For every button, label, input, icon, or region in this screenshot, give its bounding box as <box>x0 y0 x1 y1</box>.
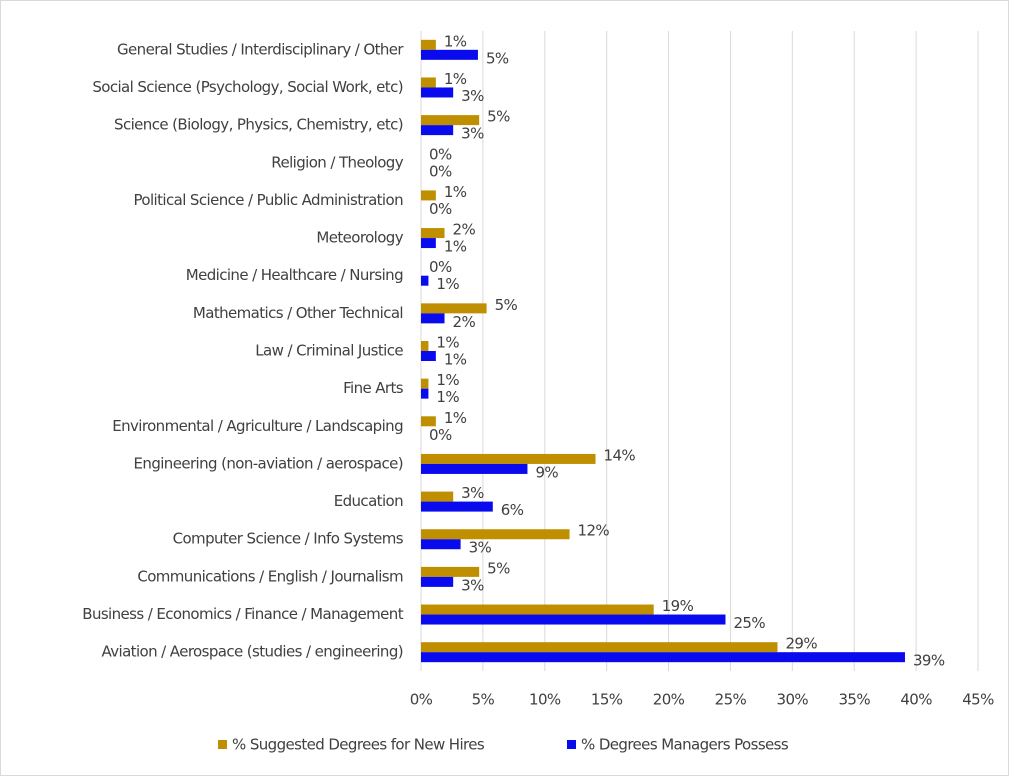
y-tick-label: Aviation / Aerospace (studies / engineer… <box>101 643 403 661</box>
legend-label: % Degrees Managers Possess <box>581 736 789 754</box>
y-tick-label: Environmental / Agriculture / Landscapin… <box>112 417 403 435</box>
data-label: 14% <box>604 446 636 464</box>
data-label: 3% <box>461 576 484 594</box>
y-tick-label: Science (Biology, Physics, Chemistry, et… <box>114 116 403 134</box>
data-label: 1% <box>436 334 459 352</box>
data-label: 39% <box>913 652 945 670</box>
data-label: 5% <box>486 49 509 67</box>
bar <box>421 303 487 314</box>
bar <box>421 642 778 653</box>
data-label: 1% <box>444 32 467 50</box>
legend-swatch <box>567 740 576 749</box>
bar <box>421 341 429 351</box>
x-tick-label: 30% <box>777 691 809 709</box>
x-tick-label: 15% <box>591 691 623 709</box>
y-tick-label: Religion / Theology <box>271 153 403 171</box>
bar <box>421 39 436 50</box>
data-label: 9% <box>535 463 558 481</box>
x-tick-label: 5% <box>472 691 495 709</box>
bar <box>421 378 429 389</box>
bar <box>421 238 436 249</box>
data-label: 5% <box>487 559 510 577</box>
data-label: 1% <box>444 183 467 201</box>
bar <box>421 463 528 474</box>
bar <box>421 87 454 98</box>
y-tick-label: Mathematics / Other Technical <box>193 304 403 322</box>
data-label: 2% <box>453 313 476 331</box>
bar <box>421 313 445 324</box>
data-label: 0% <box>429 162 452 180</box>
x-tick-label: 0% <box>410 691 433 709</box>
data-label: 3% <box>469 539 492 557</box>
x-tick-label: 45% <box>962 691 994 709</box>
bar <box>421 388 429 399</box>
data-label: 1% <box>444 70 467 88</box>
bar <box>421 529 570 540</box>
bar <box>421 190 436 201</box>
data-label: 1% <box>444 351 467 369</box>
x-tick-label: 10% <box>529 691 561 709</box>
bar <box>421 453 596 464</box>
bar <box>421 77 436 88</box>
bar <box>421 228 445 239</box>
data-label: 5% <box>495 296 518 314</box>
y-tick-label: Education <box>334 492 403 510</box>
bar <box>421 652 905 663</box>
data-label: 1% <box>436 275 459 293</box>
y-tick-label: Medicine / Healthcare / Nursing <box>186 266 403 284</box>
bar <box>421 576 454 587</box>
bar <box>421 351 436 361</box>
data-label: 19% <box>662 597 694 615</box>
y-tick-label: Business / Economics / Finance / Managem… <box>82 605 403 623</box>
y-tick-label: Meteorology <box>316 229 403 247</box>
data-label: 0% <box>429 258 452 276</box>
bar <box>421 491 454 502</box>
bar <box>421 125 454 136</box>
data-label: 1% <box>436 388 459 406</box>
bar <box>421 115 480 126</box>
y-tick-label: Computer Science / Info Systems <box>173 530 404 548</box>
legend-swatch <box>218 740 227 749</box>
x-tick-label: 40% <box>900 691 932 709</box>
y-tick-label: Social Science (Psychology, Social Work,… <box>92 78 403 96</box>
bar <box>421 49 478 60</box>
data-label: 6% <box>501 501 524 519</box>
data-label: 0% <box>429 426 452 444</box>
data-label: 1% <box>444 238 467 256</box>
y-tick-label: Fine Arts <box>343 379 404 397</box>
data-label: 1% <box>436 371 459 389</box>
y-tick-label: Law / Criminal Justice <box>255 342 403 360</box>
x-tick-label: 20% <box>653 691 685 709</box>
y-tick-label: Communications / English / Journalism <box>137 567 403 585</box>
data-label: 0% <box>429 200 452 218</box>
x-tick-label: 35% <box>838 691 870 709</box>
data-label: 5% <box>487 108 510 126</box>
data-label: 3% <box>461 87 484 105</box>
bar <box>421 604 654 615</box>
y-tick-label: Political Science / Public Administratio… <box>133 191 403 209</box>
bar <box>421 416 436 427</box>
y-tick-label: General Studies / Interdisciplinary / Ot… <box>117 40 404 58</box>
data-label: 25% <box>733 614 765 632</box>
data-label: 29% <box>785 635 817 653</box>
bar <box>421 275 429 286</box>
y-tick-label: Engineering (non-aviation / aerospace) <box>134 454 403 472</box>
data-label: 0% <box>429 145 452 163</box>
data-label: 3% <box>461 125 484 143</box>
bar <box>421 614 726 625</box>
bar <box>421 539 461 550</box>
data-label: 1% <box>444 409 467 427</box>
x-tick-label: 25% <box>715 691 747 709</box>
data-label: 2% <box>453 221 476 239</box>
legend-label: % Suggested Degrees for New Hires <box>232 736 485 754</box>
bar <box>421 501 493 512</box>
data-label: 3% <box>461 484 484 502</box>
data-label: 12% <box>578 522 610 540</box>
bar <box>421 566 480 577</box>
